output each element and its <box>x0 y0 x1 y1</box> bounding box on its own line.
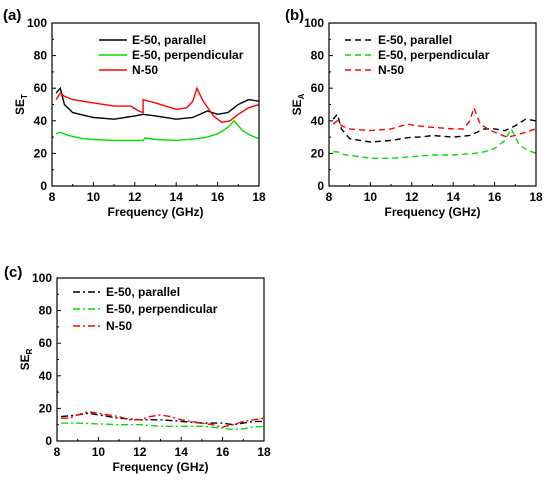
x-axis-title: Frequency (GHz) <box>107 205 203 219</box>
y-tick-label: 60 <box>311 81 325 95</box>
legend-label-2: E-50, perpendicular <box>378 48 490 62</box>
legend-label-3: N-50 <box>132 63 158 77</box>
x-tick-label: 12 <box>405 190 419 204</box>
series-line-2 <box>333 127 536 159</box>
x-tick-label: 18 <box>257 445 271 459</box>
series-line-2 <box>61 422 264 431</box>
panel-label: (c) <box>4 264 22 281</box>
series-line-2 <box>55 119 259 142</box>
legend-label-1: E-50, parallel <box>106 285 180 299</box>
y-axis-title-subscript: R <box>25 348 34 354</box>
y-tick-label: 80 <box>34 49 48 63</box>
y-tick-label: 80 <box>39 304 53 318</box>
y-tick-label: 0 <box>317 179 324 193</box>
y-axis-title-main: SE <box>18 354 32 370</box>
y-tick-label: 40 <box>311 114 325 128</box>
legend-label-1: E-50, parallel <box>132 33 206 47</box>
x-tick-label: 8 <box>49 190 56 204</box>
series-line-1 <box>61 412 264 426</box>
x-tick-label: 14 <box>170 190 184 204</box>
y-tick-label: 0 <box>45 434 52 448</box>
y-axis-title-subscript: T <box>20 94 29 99</box>
y-tick-label: 100 <box>304 16 324 30</box>
series-line-1 <box>332 112 536 143</box>
x-tick-label: 12 <box>133 445 147 459</box>
legend-label-3: N-50 <box>106 319 132 333</box>
y-tick-label: 80 <box>311 49 325 63</box>
x-tick-label: 10 <box>87 190 101 204</box>
chart-panel-3: 8 10 12 14 16 18 0 20 40 60 80 100 Frequency (GHz) SE… <box>4 264 271 474</box>
series-line-1 <box>55 86 259 120</box>
y-tick-label: 20 <box>39 401 53 415</box>
y-tick-label: 20 <box>34 146 48 160</box>
y-tick-label: 100 <box>32 271 52 285</box>
panel-label: (a) <box>3 7 21 24</box>
x-tick-label: 8 <box>326 190 333 204</box>
y-tick-label: 60 <box>39 336 53 350</box>
x-tick-label: 8 <box>54 445 61 459</box>
y-axis-title: SER <box>18 348 34 370</box>
y-axis-title: SET <box>13 94 29 115</box>
x-tick-label: 16 <box>211 190 225 204</box>
y-axis-title-main: SE <box>13 99 27 115</box>
y-axis-title: SEA <box>290 93 306 115</box>
x-tick-label: 18 <box>252 190 266 204</box>
legend-label-2: E-50, perpendicular <box>132 48 244 62</box>
y-axis-title-main: SE <box>290 99 304 115</box>
x-tick-label: 14 <box>447 190 461 204</box>
x-axis-title: Frequency (GHz) <box>384 205 480 219</box>
y-axis-title-subscript: A <box>297 93 306 99</box>
y-tick-label: 40 <box>39 369 53 383</box>
x-tick-label: 10 <box>92 445 106 459</box>
y-tick-label: 60 <box>34 81 48 95</box>
legend-label-1: E-50, parallel <box>378 33 452 47</box>
x-tick-label: 16 <box>488 190 502 204</box>
chart-panel-1: 8 10 12 14 16 18 0 20 40 60 80 100 Frequency (GHz) SE… <box>3 7 266 219</box>
x-tick-label: 16 <box>216 445 230 459</box>
series-line-3 <box>332 105 536 138</box>
y-tick-label: 40 <box>34 114 48 128</box>
y-tick-label: 0 <box>40 179 47 193</box>
series-line-3 <box>55 86 259 124</box>
legend-label-2: E-50, perpendicular <box>106 302 218 316</box>
y-tick-label: 20 <box>311 146 325 160</box>
chart-panel-2: 8 10 12 14 16 18 0 20 40 60 80 100 Frequency (GHz) SE… <box>285 7 543 219</box>
x-tick-label: 14 <box>175 445 189 459</box>
x-tick-label: 10 <box>364 190 378 204</box>
series-line-3 <box>61 410 264 428</box>
legend-label-3: N-50 <box>378 63 404 77</box>
y-tick-label: 100 <box>27 16 47 30</box>
panel-label: (b) <box>285 7 304 24</box>
x-tick-label: 18 <box>529 190 543 204</box>
x-tick-label: 12 <box>128 190 142 204</box>
x-axis-title: Frequency (GHz) <box>112 460 208 474</box>
